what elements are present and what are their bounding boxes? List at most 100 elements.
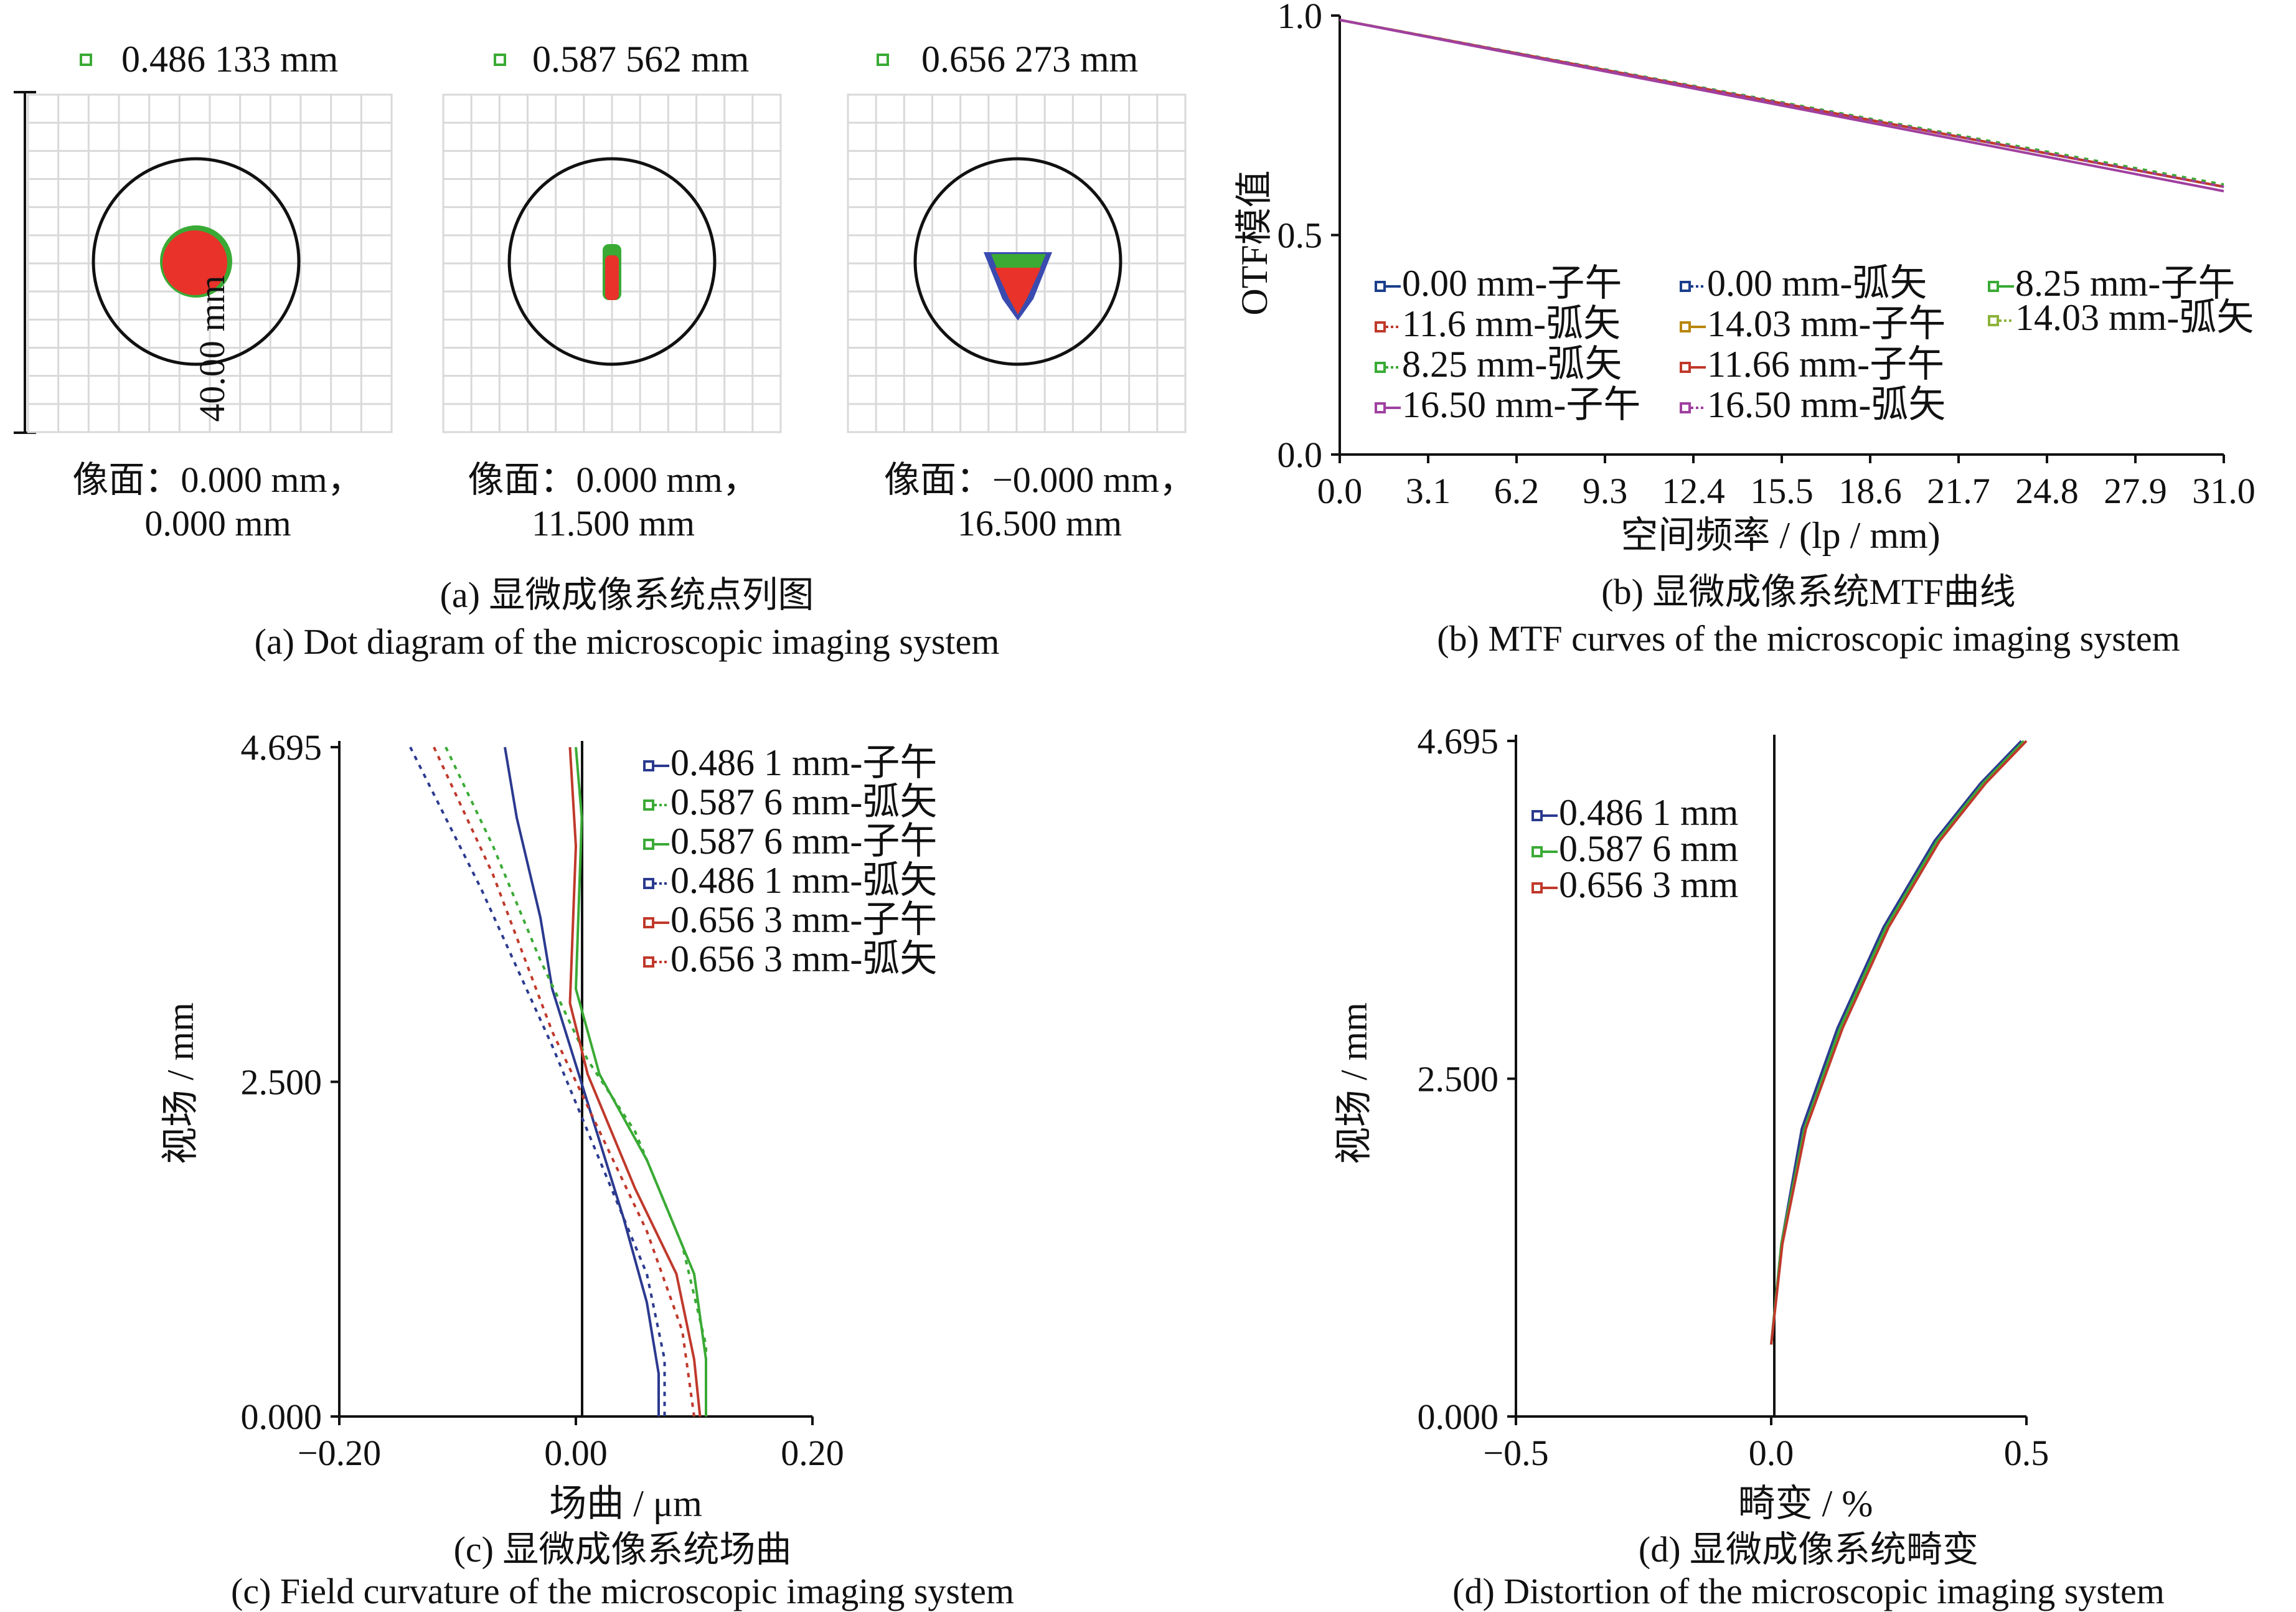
legend-label: 11.6 mm-弧矢 [1402, 303, 1621, 344]
legend-marker [1375, 281, 1386, 292]
x-tick-label: 24.8 [2015, 471, 2079, 511]
x-ticks: −0.5 0.0 0.5 [1483, 1416, 2049, 1473]
y-ticks: 0.0 0.5 1.0 [1277, 0, 1340, 475]
field-label-line2: 0.000 mm [144, 503, 291, 544]
x-ticks: 0.0 3.1 6.2 9.3 12.4 15.5 18.6 21.7 24.8 27.9 31.0 [1317, 455, 2256, 511]
panel-c: −0.20 0.00 0.20 0.000 2.500 4.695 0.486 1 mm… [160, 727, 1014, 1611]
wavelength-label: 0.486 133 mm [121, 39, 338, 80]
legend-label: 0.486 1 mm [1559, 792, 1738, 833]
x-ticks: −0.20 0.00 0.20 [298, 1416, 844, 1473]
y-tick-label: 2.500 [1418, 1059, 1499, 1100]
legend-marker [643, 917, 654, 928]
spot-grid [28, 95, 392, 432]
field-curvature-series [409, 747, 707, 1417]
y-ticks: 0.000 2.500 4.695 [1418, 721, 1516, 1437]
x-tick-label: 15.5 [1750, 471, 1814, 511]
spot-panel-1: 40.00 mm 0.486 133 mm 像面：0.000 mm， 0.000… [27, 39, 393, 544]
legend-marker [643, 760, 654, 771]
caption-en: (b) MTF curves of the microscopic imagin… [1437, 618, 2180, 659]
legend: 0.486 1 mm0.587 6 mm0.656 3 mm [1531, 792, 1738, 905]
airy-circle [92, 157, 301, 366]
x-tick-label: 0.0 [1749, 1433, 1794, 1473]
panel-a: 40.00 mm 0.486 133 mm 像面：0.000 mm， 0.000… [14, 39, 1195, 662]
x-axis-title: 场曲 / μm [549, 1483, 702, 1524]
x-tick-label: 6.2 [1494, 471, 1540, 511]
spot-panel-3: 0.656 273 mm 像面：−0.000 mm， 16.500 mm [847, 39, 1195, 544]
legend-label: 0.656 3 mm [1559, 864, 1738, 905]
caption-en: (a) Dot diagram of the microscopic imagi… [255, 621, 1000, 662]
spot-red [995, 268, 1041, 314]
y-tick-label: 2.500 [241, 1062, 322, 1103]
y-axis-title: 视场 / mm [1334, 1002, 1375, 1164]
legend-marker [1988, 315, 1999, 326]
x-tick-label: 0.20 [781, 1433, 844, 1473]
legend-marker [1680, 362, 1691, 373]
series-line [568, 747, 702, 1417]
series-line [433, 747, 695, 1417]
legend-marker [877, 54, 889, 66]
x-tick-label: 21.7 [1927, 471, 1990, 511]
legend-label: 0.656 3 mm-子午 [670, 899, 937, 940]
legend-label: 0.00 mm-子午 [1402, 263, 1622, 304]
legend-marker [1375, 362, 1386, 373]
legend-marker [1531, 846, 1543, 857]
caption-cn: (a) 显微成像系统点列图 [440, 575, 814, 615]
series-line [1770, 740, 2028, 1345]
caption-en: (c) Field curvature of the microscopic i… [231, 1571, 1014, 1611]
spot-red [162, 230, 227, 295]
x-tick-label: 18.6 [1838, 471, 1902, 511]
y-axis-title: OTF模值 [1234, 170, 1275, 315]
legend-marker [1531, 810, 1543, 821]
legend-marker [643, 878, 654, 889]
y-tick-label: 1.0 [1277, 0, 1323, 36]
legend: 0.486 1 mm-子午0.587 6 mm-弧矢0.587 6 mm-子午 0… [643, 742, 937, 979]
legend-marker [1680, 281, 1691, 292]
legend-label: 0.587 6 mm-子午 [670, 821, 937, 862]
legend-label: 11.66 mm-子午 [1707, 344, 1944, 385]
legend-marker [643, 799, 654, 811]
series-line [1770, 740, 2023, 1345]
legend-label: 0.00 mm-弧矢 [1707, 263, 1927, 304]
spot-grid [848, 95, 1185, 432]
field-label-line1: 像面：0.000 mm， [72, 460, 363, 500]
legend-label: 16.50 mm-子午 [1402, 384, 1640, 425]
x-tick-label: 31.0 [2192, 471, 2256, 511]
wavelength-label: 0.656 273 mm [921, 39, 1138, 80]
field-label-line1: 像面：0.000 mm， [468, 460, 758, 500]
legend-marker [1680, 402, 1691, 413]
field-label-line2: 16.500 mm [957, 503, 1122, 544]
legend-marker [1988, 281, 1999, 292]
spot-grid [443, 95, 781, 432]
x-tick-label: 27.9 [2104, 471, 2167, 511]
legend-label: 0.656 3 mm-弧矢 [670, 938, 937, 979]
field-label-line2: 11.500 mm [532, 503, 695, 544]
x-tick-label: 0.00 [544, 1433, 608, 1473]
legend-label: 0.587 6 mm-弧矢 [670, 781, 937, 822]
x-tick-label: −0.20 [298, 1433, 381, 1473]
caption-cn: (d) 显微成像系统畸变 [1639, 1529, 1978, 1570]
legend-marker [643, 839, 654, 850]
x-tick-label: −0.5 [1483, 1433, 1548, 1473]
legend-label: 0.587 6 mm [1559, 828, 1738, 869]
legend: 0.00 mm-子午 0.00 mm-弧矢 8.25 mm-子午 11.6 mm-弧矢… [1375, 263, 2254, 425]
y-tick-label: 0.000 [241, 1397, 322, 1437]
legend-marker [1531, 882, 1543, 893]
y-ticks: 0.000 2.500 4.695 [241, 727, 339, 1437]
x-tick-label: 12.4 [1662, 471, 1725, 511]
series-line [1770, 740, 2025, 1345]
legend-label: 8.25 mm-弧矢 [1402, 344, 1622, 385]
legend-marker [80, 54, 92, 66]
series-line [504, 747, 660, 1416]
legend-label: 0.486 1 mm-子午 [670, 742, 937, 783]
legend-label: 14.03 mm-子午 [1707, 303, 1945, 344]
x-axis-title: 空间频率 / (lp / mm) [1621, 515, 1940, 556]
caption-en: (d) Distortion of the microscopic imagin… [1452, 1571, 2165, 1611]
caption-cn: (b) 显微成像系统MTF曲线 [1601, 572, 2015, 612]
spot-red [605, 255, 619, 300]
legend-label: 16.50 mm-弧矢 [1707, 384, 1945, 425]
legend-label: 14.03 mm-弧矢 [2015, 297, 2254, 338]
y-tick-label: 4.695 [1418, 721, 1499, 761]
x-tick-label: 3.1 [1406, 471, 1451, 511]
y-tick-label: 0.000 [1418, 1397, 1499, 1437]
